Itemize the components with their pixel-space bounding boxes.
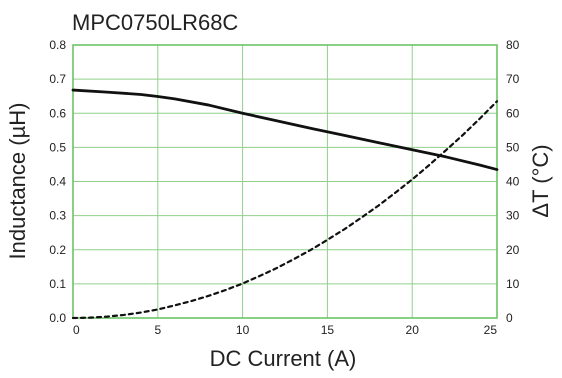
x-tick-label: 25: [484, 323, 498, 337]
temperature-rise-line: [71, 100, 499, 320]
y-left-tick-label: 0.1: [49, 277, 66, 291]
chart-title: MPC0750LR68C: [72, 10, 238, 35]
axis-layer: [72, 44, 498, 319]
y-left-tick-label: 0.7: [49, 72, 66, 86]
x-tick-label: 20: [406, 323, 420, 337]
plot-frame: [72, 44, 498, 319]
y-right-tick-label: 50: [506, 140, 520, 154]
y-left-tick-label: 0.4: [49, 175, 66, 189]
y-right-tick-label: 30: [506, 209, 520, 223]
y-right-tick-label: 0: [506, 311, 513, 325]
inductance-line: [71, 88, 499, 171]
y-right-tick-label: 40: [506, 175, 520, 189]
y-axis-left-label: Inductance (µH): [5, 103, 30, 260]
y-right-tick-label: 60: [506, 106, 520, 120]
y-right-tick-label: 20: [506, 243, 520, 257]
y-right-tick-label: 70: [506, 72, 520, 86]
y-right-tick-label: 10: [506, 277, 520, 291]
x-tick-label: 10: [236, 323, 250, 337]
y-left-tick-label: 0.3: [49, 209, 66, 223]
x-tick-label: 0: [73, 323, 80, 337]
x-tick-label: 15: [321, 323, 335, 337]
y-left-tick-label: 0.6: [49, 106, 66, 120]
tick-layer: 0 5 10 15 20 25 0.0 0.1 0.2 0.3 0.4 0.5 0.6 0.7 0.8 0 10…: [49, 38, 519, 337]
y-axis-right-label: ΔT (°C): [528, 144, 553, 217]
y-left-tick-label: 0.0: [49, 311, 66, 325]
series-layer: [71, 88, 499, 320]
x-tick-label: 5: [154, 323, 161, 337]
y-right-tick-label: 80: [506, 38, 520, 52]
y-left-tick-label: 0.5: [49, 140, 66, 154]
x-axis-label: DC Current (A): [210, 346, 357, 371]
y-left-tick-label: 0.2: [49, 243, 66, 257]
y-left-tick-label: 0.8: [49, 38, 66, 52]
